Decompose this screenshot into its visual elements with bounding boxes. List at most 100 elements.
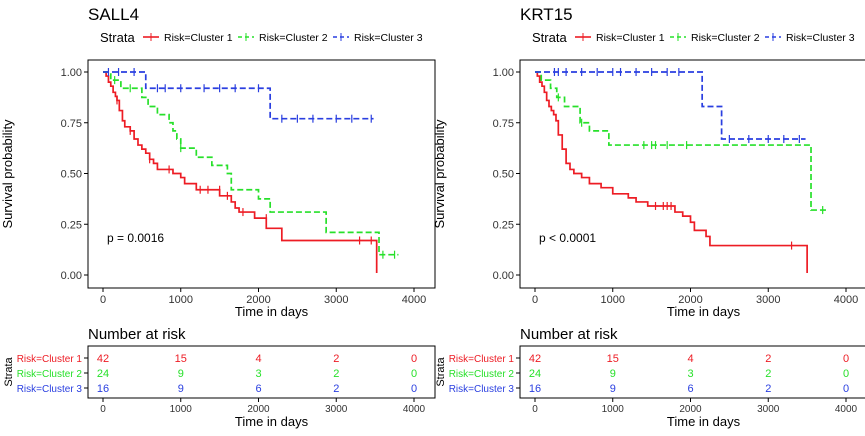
risk-table-x-label: Time in days bbox=[235, 414, 309, 429]
risk-count: 2 bbox=[765, 353, 771, 365]
risk-count: 42 bbox=[97, 353, 109, 365]
risk-x-tick-label: 3000 bbox=[757, 404, 780, 415]
y-axis-label: Survival probability bbox=[0, 119, 15, 229]
y-tick-label: 0.00 bbox=[493, 270, 514, 282]
legend-label-3: Risk=Cluster 3 bbox=[354, 32, 423, 44]
risk-x-tick-label: 1000 bbox=[602, 404, 625, 415]
risk-x-tick-label: 1000 bbox=[170, 404, 193, 415]
survival-curve-3 bbox=[535, 71, 806, 140]
risk-count: 42 bbox=[529, 353, 541, 365]
risk-count: 2 bbox=[333, 383, 339, 395]
risk-table-frame bbox=[87, 345, 436, 399]
x-tick-label: 1000 bbox=[169, 294, 193, 306]
risk-x-tick-label: 3000 bbox=[325, 404, 348, 415]
risk-count: 16 bbox=[97, 383, 109, 395]
risk-count: 9 bbox=[610, 383, 616, 395]
risk-count: 0 bbox=[411, 353, 417, 365]
survival-curve-2 bbox=[535, 71, 827, 211]
risk-table-x-label: Time in days bbox=[667, 414, 741, 429]
risk-count: 0 bbox=[411, 383, 417, 395]
p-value: p = 0.0016 bbox=[107, 231, 164, 245]
legend-label-2: Risk=Cluster 2 bbox=[259, 32, 328, 44]
risk-row-label: Risk=Cluster 1 bbox=[449, 354, 515, 365]
x-tick-label: 0 bbox=[100, 294, 106, 306]
y-tick-label: 0.50 bbox=[61, 169, 82, 181]
x-tick-label: 2000 bbox=[678, 294, 702, 306]
risk-table-frame bbox=[519, 345, 865, 399]
survival-curve-1 bbox=[103, 71, 378, 273]
y-tick-label: 0.00 bbox=[61, 270, 82, 282]
risk-count: 9 bbox=[610, 368, 616, 380]
y-tick-label: 0.75 bbox=[493, 118, 514, 130]
legend-label-1: Risk=Cluster 1 bbox=[164, 32, 233, 44]
risk-row-label: Risk=Cluster 2 bbox=[17, 369, 83, 380]
x-tick-label: 2000 bbox=[246, 294, 270, 306]
risk-count: 4 bbox=[255, 353, 261, 365]
plot-frame bbox=[519, 59, 865, 289]
x-tick-label: 4000 bbox=[402, 294, 426, 306]
risk-count: 6 bbox=[687, 383, 693, 395]
legend-label-1: Risk=Cluster 1 bbox=[596, 32, 665, 44]
risk-row-label: Risk=Cluster 3 bbox=[449, 384, 515, 395]
risk-count: 3 bbox=[687, 368, 693, 380]
survival-curve-1 bbox=[535, 71, 808, 273]
risk-row-label: Risk=Cluster 2 bbox=[449, 369, 515, 380]
x-tick-label: 0 bbox=[532, 294, 538, 306]
x-tick-label: 3000 bbox=[756, 294, 780, 306]
risk-count: 2 bbox=[765, 383, 771, 395]
risk-table-title: Number at risk bbox=[88, 326, 186, 343]
legend-label-3: Risk=Cluster 3 bbox=[786, 32, 855, 44]
risk-count: 2 bbox=[333, 353, 339, 365]
risk-count: 3 bbox=[255, 368, 261, 380]
risk-count: 9 bbox=[178, 383, 184, 395]
survival-curve-3 bbox=[103, 71, 374, 120]
y-tick-label: 0.50 bbox=[493, 169, 514, 181]
risk-row-label: Risk=Cluster 3 bbox=[17, 384, 83, 395]
risk-table-y-label: Strata bbox=[3, 356, 15, 386]
x-tick-label: 4000 bbox=[834, 294, 858, 306]
risk-count: 24 bbox=[97, 368, 109, 380]
risk-x-tick-label: 2000 bbox=[247, 404, 270, 415]
legend-title: Strata bbox=[100, 30, 135, 45]
x-axis-label: Time in days bbox=[235, 304, 309, 319]
y-tick-label: 1.00 bbox=[61, 67, 82, 79]
risk-count: 24 bbox=[529, 368, 541, 380]
risk-row-label: Risk=Cluster 1 bbox=[17, 354, 83, 365]
risk-count: 0 bbox=[843, 383, 849, 395]
risk-count: 9 bbox=[178, 368, 184, 380]
y-tick-label: 1.00 bbox=[493, 67, 514, 79]
risk-x-tick-label: 4000 bbox=[835, 404, 858, 415]
legend-label-2: Risk=Cluster 2 bbox=[691, 32, 760, 44]
risk-count: 0 bbox=[411, 368, 417, 380]
risk-table-title: Number at risk bbox=[520, 326, 618, 343]
risk-x-tick-label: 4000 bbox=[403, 404, 426, 415]
x-tick-label: 3000 bbox=[324, 294, 348, 306]
risk-count: 15 bbox=[175, 353, 187, 365]
risk-count: 6 bbox=[255, 383, 261, 395]
risk-table-y-label: Strata bbox=[435, 356, 447, 386]
risk-x-tick-label: 0 bbox=[100, 404, 106, 415]
y-axis-label: Survival probability bbox=[432, 119, 447, 229]
risk-count: 4 bbox=[687, 353, 693, 365]
risk-x-tick-label: 2000 bbox=[679, 404, 702, 415]
risk-count: 0 bbox=[843, 353, 849, 365]
legend-title: Strata bbox=[532, 30, 567, 45]
chart-title: SALL4 bbox=[88, 5, 139, 24]
survival-curve-2 bbox=[103, 71, 399, 256]
x-axis-label: Time in days bbox=[667, 304, 741, 319]
chart-title: KRT15 bbox=[520, 5, 573, 24]
y-tick-label: 0.25 bbox=[493, 219, 514, 231]
x-tick-label: 1000 bbox=[601, 294, 625, 306]
risk-count: 0 bbox=[843, 368, 849, 380]
y-tick-label: 0.75 bbox=[61, 118, 82, 130]
risk-count: 2 bbox=[333, 368, 339, 380]
y-tick-label: 0.25 bbox=[61, 219, 82, 231]
risk-count: 15 bbox=[607, 353, 619, 365]
p-value: p < 0.0001 bbox=[539, 231, 596, 245]
risk-count: 16 bbox=[529, 383, 541, 395]
risk-count: 2 bbox=[765, 368, 771, 380]
